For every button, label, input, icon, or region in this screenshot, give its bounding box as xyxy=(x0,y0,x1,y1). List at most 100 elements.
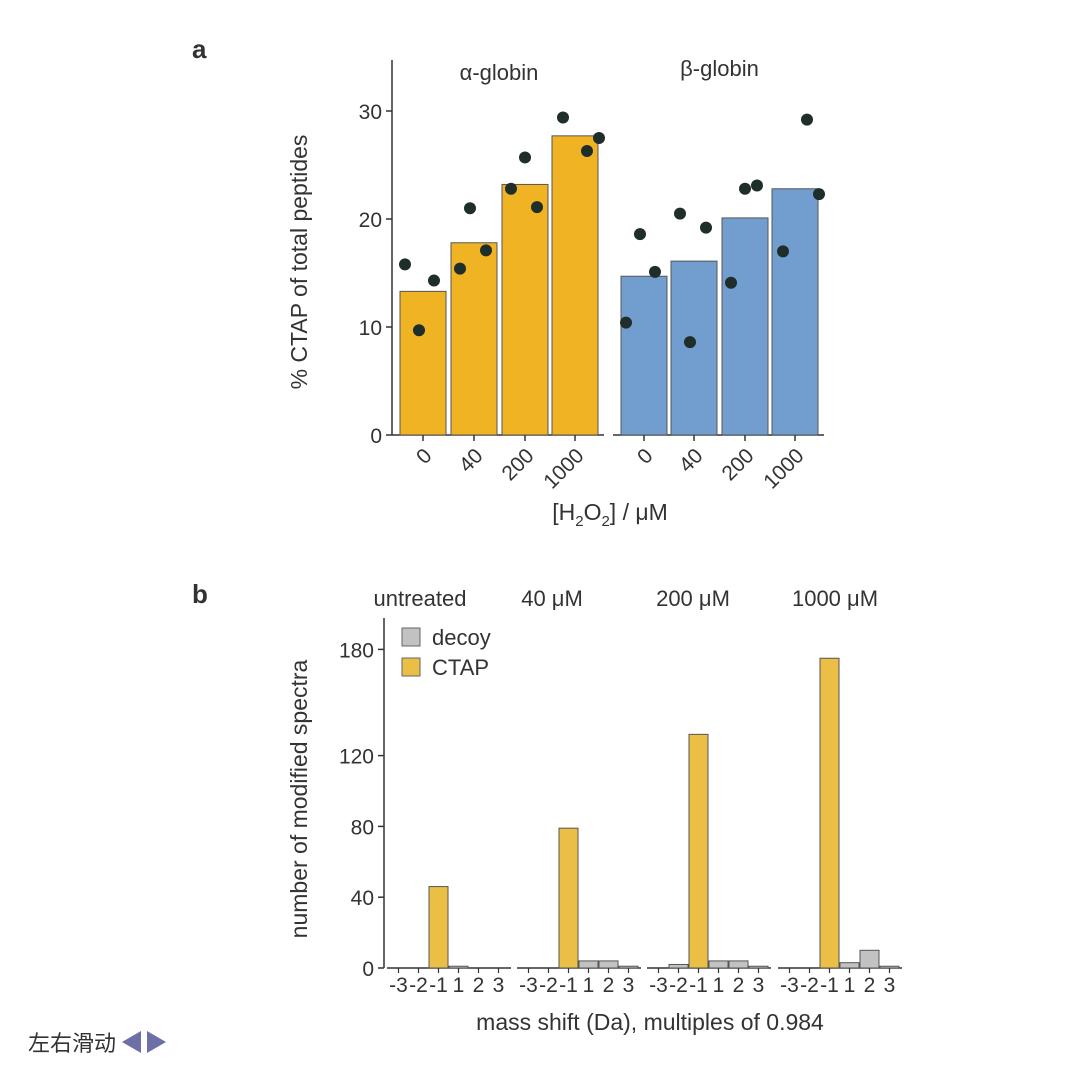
panel-a-bar xyxy=(771,188,819,436)
panel-b-x-tick-label: -2 xyxy=(539,974,558,997)
panel-a-y-tick-label: 20 xyxy=(359,209,382,232)
panel-b-x-tick-label: 2 xyxy=(603,974,615,997)
panel-b-bar xyxy=(879,965,900,969)
panel-a-point xyxy=(531,201,543,214)
panel-b-x-tick-label: 2 xyxy=(864,974,876,997)
panel-b-bar xyxy=(428,886,449,969)
panel-b-x-tick-label: -2 xyxy=(669,974,688,997)
panel-b-y-tick-label: 120 xyxy=(339,746,374,769)
panel-a-point xyxy=(813,188,825,201)
panel-b-bar xyxy=(748,965,769,969)
panel-b-bar xyxy=(819,657,840,969)
panel-a-point xyxy=(801,113,813,126)
panel-a-x-tick-label: 0 xyxy=(412,444,437,469)
legend-label-ctap: CTAP xyxy=(432,655,489,680)
panel-b-x-tick-label: 2 xyxy=(733,974,745,997)
panel-b-y-tick-label: 0 xyxy=(362,958,374,981)
panel-a-point xyxy=(428,274,440,287)
panel-a-point xyxy=(454,262,466,275)
panel-b-x-tick-label: -1 xyxy=(689,974,708,997)
panel-a-point xyxy=(684,336,696,349)
panel-a-x-tick-label: 40 xyxy=(455,444,488,477)
panel-a-point xyxy=(674,207,686,220)
panel-b-x-tick-label: 2 xyxy=(473,974,485,997)
panel-b-x-tick-label: -3 xyxy=(519,974,538,997)
panel-b-bar xyxy=(708,960,729,969)
panel-b-x-tick-label: -1 xyxy=(559,974,578,997)
panel-b-bar xyxy=(839,962,860,969)
panel-b-x-tick-label: 3 xyxy=(623,974,635,997)
panel-b-x-axis-title: mass shift (Da), multiples of 0.984 xyxy=(476,1009,824,1035)
panel-a-x-tick-label: 0 xyxy=(633,444,658,469)
panel-b-x-tick-label: -2 xyxy=(800,974,819,997)
panel-b-x-tick-label: -3 xyxy=(389,974,408,997)
panel-b-y-tick-label: 80 xyxy=(351,816,374,839)
panel-b-y-axis-title: number of modified spectra xyxy=(286,659,312,938)
panel-b-x-tick-label: -1 xyxy=(820,974,839,997)
legend-swatch-ctap xyxy=(401,657,421,677)
panel-b-facet-label: 200 μM xyxy=(656,586,730,611)
panel-b-facet-label: 1000 μM xyxy=(792,586,878,611)
panel-a-point xyxy=(464,202,476,215)
panel-a-point xyxy=(700,221,712,234)
panel-b-x-tick-label: -3 xyxy=(649,974,668,997)
panel-a-facet-label: α-globin xyxy=(460,60,539,85)
panel-a-bar xyxy=(551,135,599,436)
panel-a-x-tick-label: 40 xyxy=(675,444,708,477)
panel-a-y-tick-label: 10 xyxy=(359,317,382,340)
panel-b-y-tick-label: 180 xyxy=(339,639,374,662)
triangle-right-icon[interactable] xyxy=(147,1031,167,1053)
panel-a-y-axis-title: % CTAP of total peptides xyxy=(286,135,312,390)
panel-a-point xyxy=(634,228,646,241)
panel-a-point xyxy=(413,324,425,337)
panel-b-facet-label: untreated xyxy=(374,586,467,611)
panel-a-bar xyxy=(399,290,447,436)
panel-a-point xyxy=(739,182,751,195)
panel-b-x-tick-label: 3 xyxy=(753,974,765,997)
panel-b-bar xyxy=(578,960,599,969)
panel-a-y-tick-label: 0 xyxy=(370,425,382,448)
panel-b-x-tick-label: -1 xyxy=(429,974,448,997)
panel-b-x-tick-label: -3 xyxy=(780,974,799,997)
panel-b-x-tick-label: -2 xyxy=(409,974,428,997)
panel-b-bar xyxy=(558,827,579,969)
panel-a-point xyxy=(557,111,569,124)
panel-a-bar xyxy=(670,260,718,436)
panel-b-bar xyxy=(728,960,749,969)
panel-a-bar xyxy=(501,183,549,436)
panel-b-facet-label: 40 μM xyxy=(521,586,583,611)
triangle-left-icon[interactable] xyxy=(122,1031,142,1053)
swipe-hint-text: 左右滑动 xyxy=(28,1032,117,1057)
panel-a-bar xyxy=(620,275,668,436)
panel-a-point xyxy=(649,265,661,278)
panel-a-facet-label: β-globin xyxy=(680,56,759,81)
panel-b-x-tick-label: 1 xyxy=(583,974,595,997)
panel-a-point xyxy=(593,132,605,144)
panel-b-bar xyxy=(598,960,619,969)
panel-b-letter: b xyxy=(192,579,208,609)
panel-a-point xyxy=(751,179,763,192)
panel-b-x-tick-label: 3 xyxy=(884,974,896,997)
panel-b-x-tick-label: 1 xyxy=(453,974,465,997)
panel-b-bar xyxy=(618,965,639,969)
panel-a-point xyxy=(480,244,492,257)
legend-swatch-decoy xyxy=(401,627,421,647)
panel-a-point xyxy=(519,151,531,164)
panel-b-bar xyxy=(688,733,709,969)
panel-a-letter: a xyxy=(192,34,207,64)
panel-a-x-axis-title: [H2O2] / μM xyxy=(552,499,668,530)
panel-a-x-tick-label: 200 xyxy=(497,444,538,485)
panel-a-point xyxy=(505,182,517,195)
panel-b-bar xyxy=(668,963,689,969)
panel-a-y-tick-label: 30 xyxy=(359,101,382,124)
swipe-hint[interactable]: 左右滑动 xyxy=(28,1024,167,1060)
panel-b-bar xyxy=(448,965,469,969)
panel-a-bar xyxy=(721,217,769,436)
panel-a-point xyxy=(725,276,737,289)
panel-a-point xyxy=(399,258,411,271)
panel-a-x-tick-label: 200 xyxy=(717,444,758,485)
panel-b-bar xyxy=(859,949,880,969)
